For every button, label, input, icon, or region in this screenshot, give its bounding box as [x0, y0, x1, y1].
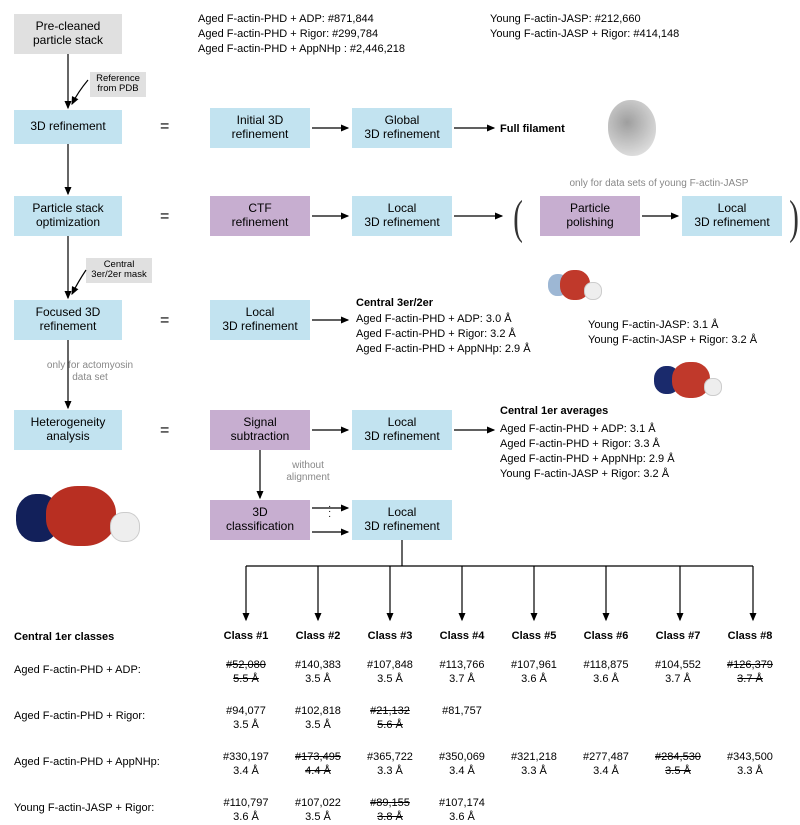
polishing-box: Particle polishing: [540, 196, 640, 236]
count-line: Aged F-actin-PHD + Rigor: #299,784: [198, 27, 405, 42]
local3d-b1-box: Local 3D refinement: [352, 196, 452, 236]
class-header: Class #7: [642, 630, 714, 642]
global3d-box: Global 3D refinement: [352, 108, 452, 148]
eq-sign: =: [160, 118, 169, 136]
only-jasp-note: only for data sets of young F-actin-JASP: [534, 178, 784, 190]
table-cell: #102,8183.5 Å: [282, 704, 354, 733]
molecule-icon-large: [16, 486, 146, 556]
het-analysis-box: Heterogeneity analysis: [14, 410, 122, 450]
paren-right: ): [789, 190, 799, 245]
refine3d-box: 3D refinement: [14, 110, 122, 144]
local3d-b2-box: Local 3D refinement: [682, 196, 782, 236]
initial3d-box: Initial 3D refinement: [210, 108, 310, 148]
class-header: Class #2: [282, 630, 354, 642]
central-3er2er-title: Central 3er/2er: [356, 296, 433, 311]
count-line: Young F-actin-JASP: #212,660: [490, 12, 679, 27]
only-actomyosin-note: only for actomyosin data set: [40, 360, 140, 383]
ctf-box: CTF refinement: [210, 196, 310, 236]
molecule-icon: [548, 268, 598, 304]
eq-sign: =: [160, 422, 169, 440]
local3d-d-box: Local 3D refinement: [352, 410, 452, 450]
filament-icon: [608, 100, 656, 156]
table-cell: #107,1743.6 Å: [426, 796, 498, 825]
table-cell: #104,5523.7 Å: [642, 658, 714, 687]
table-cell: #118,8753.6 Å: [570, 658, 642, 687]
table-cell: #126,3793.7 Å: [714, 658, 786, 687]
central-1er-title: Central 1er averages: [500, 404, 608, 419]
top-counts-left: Aged F-actin-PHD + ADP: #871,844 Aged F-…: [198, 12, 405, 57]
class-header: Class #4: [426, 630, 498, 642]
focused3d-box: Focused 3D refinement: [14, 300, 122, 340]
count-line: Aged F-actin-PHD + AppNHp : #2,446,218: [198, 42, 405, 57]
ref-pdb-tag: Reference from PDB: [90, 72, 146, 97]
table-cell: #107,9613.6 Å: [498, 658, 570, 687]
central-3er2er-right: Young F-actin-JASP: 3.1 Å Young F-actin-…: [588, 318, 757, 348]
table-cell: #52,0805.5 Å: [210, 658, 282, 687]
particle-opt-box: Particle stack optimization: [14, 196, 122, 236]
row-label: Aged F-actin-PHD + AppNHp:: [14, 756, 160, 768]
count-line: Aged F-actin-PHD + ADP: #871,844: [198, 12, 405, 27]
table-cell: #110,7973.6 Å: [210, 796, 282, 825]
table-title: Central 1er classes: [14, 630, 114, 645]
table-cell: #140,3833.5 Å: [282, 658, 354, 687]
row-label: Young F-actin-JASP + Rigor:: [14, 802, 154, 814]
count-line: Young F-actin-JASP + Rigor: #414,148: [490, 27, 679, 42]
without-alignment-note: without alignment: [278, 460, 338, 483]
class-header: Class #6: [570, 630, 642, 642]
table-cell: #365,7223.3 Å: [354, 750, 426, 779]
full-filament-label: Full filament: [500, 122, 565, 137]
eq-sign: =: [160, 312, 169, 330]
class-header: Class #8: [714, 630, 786, 642]
local3d-c-box: Local 3D refinement: [210, 300, 310, 340]
eq-sign: =: [160, 208, 169, 226]
central-mask-tag: Central 3er/2er mask: [86, 258, 152, 283]
table-cell: #89,1553.8 Å: [354, 796, 426, 825]
classif-box: 3D classification: [210, 500, 310, 540]
central-1er-lines: Aged F-actin-PHD + ADP: 3.1 Å Aged F-act…: [500, 422, 675, 481]
top-counts-right: Young F-actin-JASP: #212,660 Young F-act…: [490, 12, 679, 42]
table-cell: #277,4873.4 Å: [570, 750, 642, 779]
table-cell: #113,7663.7 Å: [426, 658, 498, 687]
table-cell: #81,757: [426, 704, 498, 718]
table-cell: #321,2183.3 Å: [498, 750, 570, 779]
class-header: Class #3: [354, 630, 426, 642]
molecule-icon: [654, 362, 724, 402]
central-3er2er-lines: Aged F-actin-PHD + ADP: 3.0 Å Aged F-act…: [356, 312, 531, 357]
row-label: Aged F-actin-PHD + Rigor:: [14, 710, 145, 722]
table-cell: #330,1973.4 Å: [210, 750, 282, 779]
table-cell: #94,0773.5 Å: [210, 704, 282, 733]
table-cell: #107,8483.5 Å: [354, 658, 426, 687]
class-header: Class #5: [498, 630, 570, 642]
row-label: Aged F-actin-PHD + ADP:: [14, 664, 141, 676]
multi-arrow-dots: ···: [328, 504, 331, 519]
table-cell: #343,5003.3 Å: [714, 750, 786, 779]
table-cell: #173,4954.4 Å: [282, 750, 354, 779]
signal-sub-box: Signal subtraction: [210, 410, 310, 450]
table-cell: #21,1325.6 Å: [354, 704, 426, 733]
paren-left: (: [513, 190, 523, 245]
table-cell: #350,0693.4 Å: [426, 750, 498, 779]
precleaned-box: Pre-cleaned particle stack: [14, 14, 122, 54]
class-header: Class #1: [210, 630, 282, 642]
table-cell: #284,5303.5 Å: [642, 750, 714, 779]
table-cell: #107,0223.5 Å: [282, 796, 354, 825]
local3d-e-box: Local 3D refinement: [352, 500, 452, 540]
